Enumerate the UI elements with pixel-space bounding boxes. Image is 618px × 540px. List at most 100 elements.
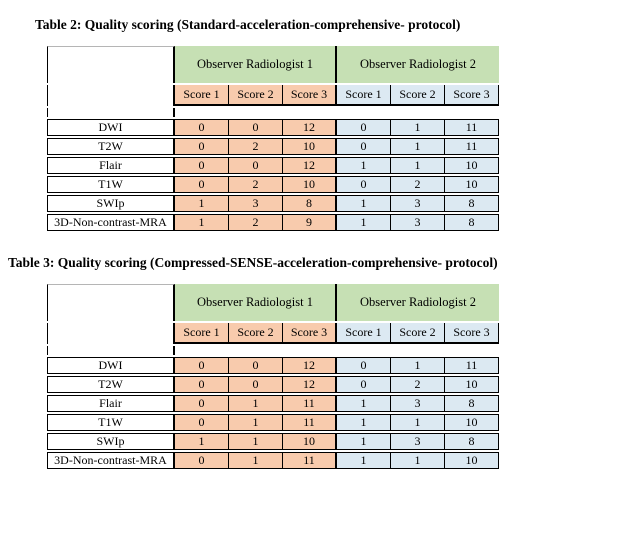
spacer-label-cell xyxy=(47,346,175,355)
observer-header-row: Observer Radiologist 1 Observer Radiolog… xyxy=(47,284,499,321)
row-label: T1W xyxy=(47,176,175,193)
row-label: T1W xyxy=(47,414,175,431)
score-cell: 0 xyxy=(175,414,229,431)
score-cell: 11 xyxy=(283,414,337,431)
row-label: DWI xyxy=(47,119,175,136)
score-cell: 1 xyxy=(391,452,445,469)
score-cell: 0 xyxy=(175,157,229,174)
score-cell: 11 xyxy=(283,452,337,469)
score-cell: 1 xyxy=(337,414,391,431)
score-cell: 3 xyxy=(391,214,445,231)
observer-1-header: Observer Radiologist 1 xyxy=(175,46,337,83)
score-header: Score 3 xyxy=(283,85,337,106)
score-header: Score 3 xyxy=(445,323,499,344)
observer-header-row: Observer Radiologist 1 Observer Radiolog… xyxy=(47,46,499,83)
score-cell: 12 xyxy=(283,157,337,174)
observer-2-header: Observer Radiologist 2 xyxy=(337,46,499,83)
score-cell: 0 xyxy=(175,119,229,136)
score-header-row: Score 1 Score 2 Score 3 Score 1 Score 2 … xyxy=(47,323,499,344)
table-row: T2W 0 2 10 0 1 11 xyxy=(47,138,499,155)
table-row: T2W 0 0 12 0 2 10 xyxy=(47,376,499,393)
score-cell: 8 xyxy=(445,433,499,450)
score-cell: 10 xyxy=(445,414,499,431)
spacer-cell xyxy=(175,346,499,355)
score-cell: 0 xyxy=(337,376,391,393)
score-cell: 10 xyxy=(283,176,337,193)
table-3-title: Table 3: Quality scoring (Compressed-SEN… xyxy=(8,255,498,270)
score-cell: 1 xyxy=(337,395,391,412)
table-row: DWI 0 0 12 0 1 11 xyxy=(47,119,499,136)
score-cell: 1 xyxy=(229,433,283,450)
score-cell: 0 xyxy=(229,119,283,136)
score-header-empty-cell xyxy=(47,85,175,106)
score-cell: 0 xyxy=(175,357,229,374)
row-label: SWIp xyxy=(47,195,175,212)
quality-table-2: Observer Radiologist 1 Observer Radiolog… xyxy=(47,44,499,233)
quality-table-3: Observer Radiologist 1 Observer Radiolog… xyxy=(47,282,499,471)
score-cell: 1 xyxy=(175,433,229,450)
score-header: Score 1 xyxy=(175,323,229,344)
score-cell: 2 xyxy=(229,214,283,231)
table-row: SWIp 1 3 8 1 3 8 xyxy=(47,195,499,212)
score-cell: 10 xyxy=(283,138,337,155)
score-header: Score 3 xyxy=(283,323,337,344)
score-cell: 0 xyxy=(175,376,229,393)
score-cell: 1 xyxy=(337,452,391,469)
score-cell: 0 xyxy=(337,357,391,374)
score-cell: 12 xyxy=(283,376,337,393)
score-cell: 0 xyxy=(337,176,391,193)
score-cell: 3 xyxy=(229,195,283,212)
score-cell: 11 xyxy=(445,357,499,374)
score-cell: 12 xyxy=(283,357,337,374)
score-header: Score 1 xyxy=(337,85,391,106)
score-cell: 1 xyxy=(229,414,283,431)
score-cell: 1 xyxy=(337,157,391,174)
score-cell: 2 xyxy=(391,176,445,193)
score-cell: 10 xyxy=(445,176,499,193)
score-header-empty-cell xyxy=(47,323,175,344)
score-cell: 1 xyxy=(175,195,229,212)
score-cell: 0 xyxy=(175,138,229,155)
score-cell: 1 xyxy=(337,433,391,450)
score-cell: 0 xyxy=(229,157,283,174)
table-row: Flair 0 1 11 1 3 8 xyxy=(47,395,499,412)
score-cell: 3 xyxy=(391,195,445,212)
score-cell: 0 xyxy=(175,176,229,193)
row-label: T2W xyxy=(47,138,175,155)
score-cell: 8 xyxy=(283,195,337,212)
row-label: 3D-Non-contrast-MRA xyxy=(47,452,175,469)
score-cell: 10 xyxy=(445,452,499,469)
score-header: Score 1 xyxy=(175,85,229,106)
score-cell: 0 xyxy=(175,452,229,469)
score-cell: 1 xyxy=(337,214,391,231)
score-cell: 12 xyxy=(283,119,337,136)
score-cell: 11 xyxy=(445,138,499,155)
score-cell: 9 xyxy=(283,214,337,231)
score-cell: 10 xyxy=(445,157,499,174)
score-cell: 2 xyxy=(391,376,445,393)
table-row: 3D-Non-contrast-MRA 1 2 9 1 3 8 xyxy=(47,214,499,231)
spacer-cell xyxy=(175,108,499,117)
table-2-title: Table 2: Quality scoring (Standard-accel… xyxy=(35,17,461,32)
row-label: SWIp xyxy=(47,433,175,450)
observer-2-header: Observer Radiologist 2 xyxy=(337,284,499,321)
score-cell: 1 xyxy=(175,214,229,231)
score-cell: 8 xyxy=(445,395,499,412)
score-cell: 3 xyxy=(391,433,445,450)
score-header-row: Score 1 Score 2 Score 3 Score 1 Score 2 … xyxy=(47,85,499,106)
spacer-label-cell xyxy=(47,108,175,117)
score-cell: 0 xyxy=(229,357,283,374)
score-cell: 8 xyxy=(445,214,499,231)
row-label: Flair xyxy=(47,395,175,412)
score-header: Score 3 xyxy=(445,85,499,106)
score-header: Score 2 xyxy=(229,323,283,344)
score-header: Score 2 xyxy=(391,85,445,106)
score-header: Score 2 xyxy=(229,85,283,106)
score-cell: 11 xyxy=(283,395,337,412)
table-row: T1W 0 2 10 0 2 10 xyxy=(47,176,499,193)
score-cell: 1 xyxy=(391,138,445,155)
table-row: 3D-Non-contrast-MRA 0 1 11 1 1 10 xyxy=(47,452,499,469)
spacer-row xyxy=(47,108,499,117)
row-label: T2W xyxy=(47,376,175,393)
score-header: Score 2 xyxy=(391,323,445,344)
